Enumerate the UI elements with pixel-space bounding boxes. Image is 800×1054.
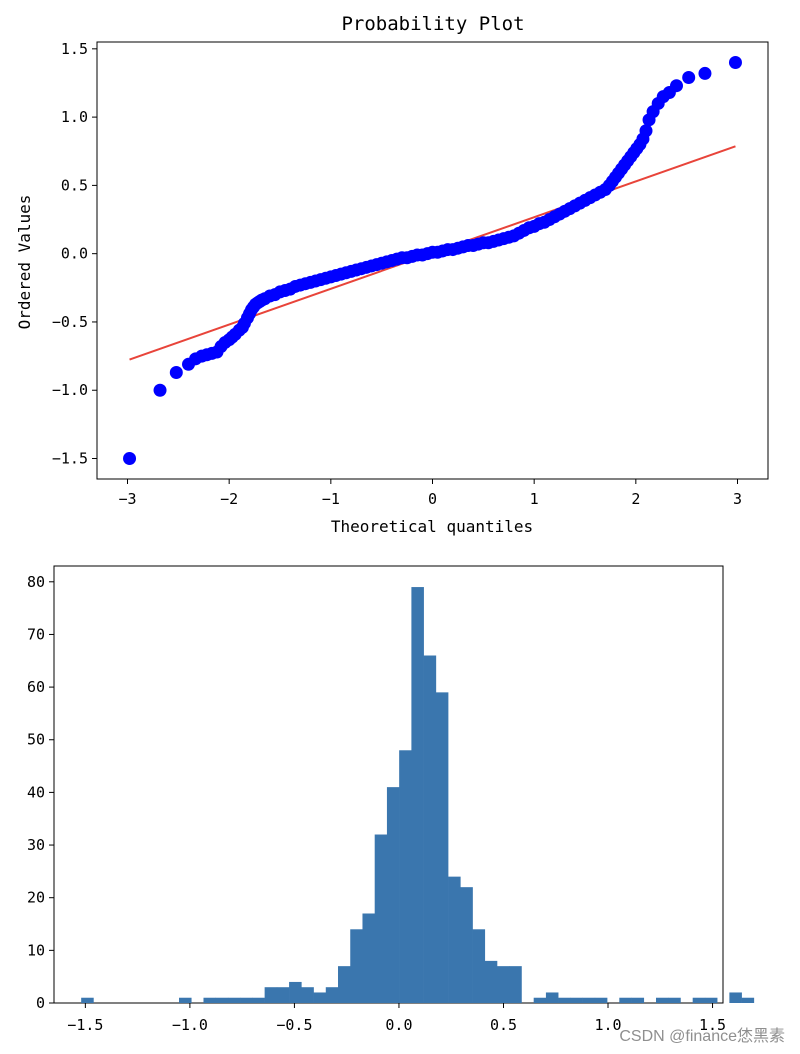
data-point bbox=[670, 79, 683, 93]
data-point bbox=[123, 452, 137, 466]
x-tick-label: 0.0 bbox=[385, 1016, 412, 1034]
histogram-x-axis: −1.5 −1.0 −0.5 0.0 0.5 1.0 1.5 bbox=[67, 1003, 726, 1034]
histogram-bar bbox=[570, 997, 583, 1003]
histogram-bar bbox=[435, 692, 449, 1003]
histogram-bar bbox=[509, 966, 522, 1003]
histogram-bar bbox=[484, 960, 498, 1003]
histogram-bar bbox=[264, 987, 278, 1003]
y-tick-label: −1.0 bbox=[52, 381, 88, 399]
histogram-bar bbox=[460, 887, 473, 1003]
y-tick-label: 60 bbox=[27, 678, 45, 696]
data-point bbox=[728, 55, 742, 69]
histogram-bars-layer bbox=[81, 587, 755, 1003]
watermark: CSDN @finance恷黑素 bbox=[619, 1027, 785, 1045]
data-point bbox=[682, 71, 696, 85]
x-tick-label: 0.5 bbox=[490, 1016, 517, 1034]
x-tick-label: −0.5 bbox=[276, 1016, 312, 1034]
y-tick-label: −0.5 bbox=[52, 313, 88, 331]
histogram-bar bbox=[350, 929, 363, 1003]
probability-plot-x-axis: −3 −2 −1 0 1 2 3 bbox=[118, 479, 742, 508]
histogram-y-axis: 0 10 20 30 40 50 60 70 80 bbox=[27, 573, 54, 1012]
y-tick-label: −1.5 bbox=[52, 450, 88, 468]
x-tick-label: 1 bbox=[530, 490, 539, 508]
histogram-bar bbox=[325, 987, 339, 1003]
histogram-bar bbox=[631, 997, 645, 1003]
histogram-panel: −1.5 −1.0 −0.5 0.0 0.5 1.0 1.5 0 10 20 30 40 50 60 70… bbox=[27, 565, 755, 1034]
probability-plot-ylabel: Ordered Values bbox=[15, 195, 34, 330]
histogram-bar bbox=[179, 997, 192, 1003]
histogram-bar bbox=[594, 997, 608, 1003]
histogram-bar bbox=[338, 966, 351, 1003]
y-tick-label: 1.5 bbox=[61, 40, 88, 58]
histogram-bar bbox=[386, 787, 400, 1003]
y-tick-label: 10 bbox=[27, 941, 45, 959]
y-tick-label: 40 bbox=[27, 783, 45, 801]
y-tick-label: 0.0 bbox=[61, 245, 88, 263]
histogram-bar bbox=[374, 834, 388, 1003]
histogram-bar bbox=[423, 655, 437, 1003]
histogram-bar bbox=[741, 997, 755, 1003]
probability-plot-y-axis: −1.5 −1.0 −0.5 0.0 0.5 1.0 1.5 bbox=[52, 40, 97, 468]
histogram-bar bbox=[301, 987, 314, 1003]
y-tick-label: 0 bbox=[36, 994, 45, 1012]
histogram-bar bbox=[582, 997, 596, 1003]
histogram-bar bbox=[362, 913, 376, 1003]
data-point bbox=[698, 66, 712, 80]
histogram-bar bbox=[497, 966, 510, 1003]
y-tick-label: 20 bbox=[27, 889, 45, 907]
histogram-bar bbox=[692, 997, 706, 1003]
histogram-bar bbox=[545, 992, 559, 1003]
y-tick-label: 50 bbox=[27, 731, 45, 749]
histogram-bar bbox=[668, 997, 681, 1003]
histogram-bar bbox=[313, 992, 327, 1003]
x-tick-label: −2 bbox=[220, 490, 238, 508]
histogram-bar bbox=[252, 997, 265, 1003]
histogram-bar bbox=[619, 997, 632, 1003]
x-tick-label: 1.5 bbox=[699, 1016, 726, 1034]
histogram-bar bbox=[704, 997, 718, 1003]
scatter-points-layer bbox=[123, 55, 742, 466]
histogram-bar bbox=[215, 997, 229, 1003]
x-tick-label: 1.0 bbox=[594, 1016, 621, 1034]
x-tick-label: −1 bbox=[322, 490, 340, 508]
x-tick-label: 3 bbox=[733, 490, 742, 508]
histogram-bar bbox=[448, 876, 461, 1003]
histogram-bar bbox=[203, 997, 217, 1003]
histogram-bar bbox=[289, 981, 302, 1003]
histogram-bar bbox=[227, 997, 241, 1003]
data-point bbox=[153, 383, 167, 397]
y-tick-label: 1.0 bbox=[61, 108, 88, 126]
histogram-bar bbox=[558, 997, 571, 1003]
x-tick-label: −3 bbox=[118, 490, 136, 508]
y-tick-label: 30 bbox=[27, 836, 45, 854]
histogram-bar bbox=[81, 997, 94, 1003]
y-tick-label: 0.5 bbox=[61, 176, 88, 194]
histogram-bar bbox=[240, 997, 253, 1003]
histogram-bar bbox=[399, 750, 412, 1003]
x-tick-label: 0 bbox=[428, 490, 437, 508]
x-tick-label: −1.0 bbox=[172, 1016, 208, 1034]
histogram-bar bbox=[472, 929, 486, 1003]
probability-plot-xlabel: Theoretical quantiles bbox=[331, 517, 533, 536]
histogram-bar bbox=[729, 992, 742, 1003]
data-point bbox=[639, 124, 653, 138]
y-tick-label: 80 bbox=[27, 573, 45, 591]
x-tick-label: −1.5 bbox=[67, 1016, 103, 1034]
histogram-bar bbox=[411, 587, 424, 1003]
probability-plot-panel: Probability Plot −3 −2 −1 0 1 2 3 −1.5 −1.0 −0.5… bbox=[15, 13, 769, 536]
probability-plot-title: Probability Plot bbox=[341, 13, 524, 35]
probability-plot-frame bbox=[96, 41, 769, 480]
x-tick-label: 2 bbox=[631, 490, 640, 508]
y-tick-label: 70 bbox=[27, 625, 45, 643]
histogram-bar bbox=[276, 987, 290, 1003]
histogram-bar bbox=[533, 997, 547, 1003]
data-point bbox=[169, 365, 183, 379]
histogram-bar bbox=[655, 997, 669, 1003]
